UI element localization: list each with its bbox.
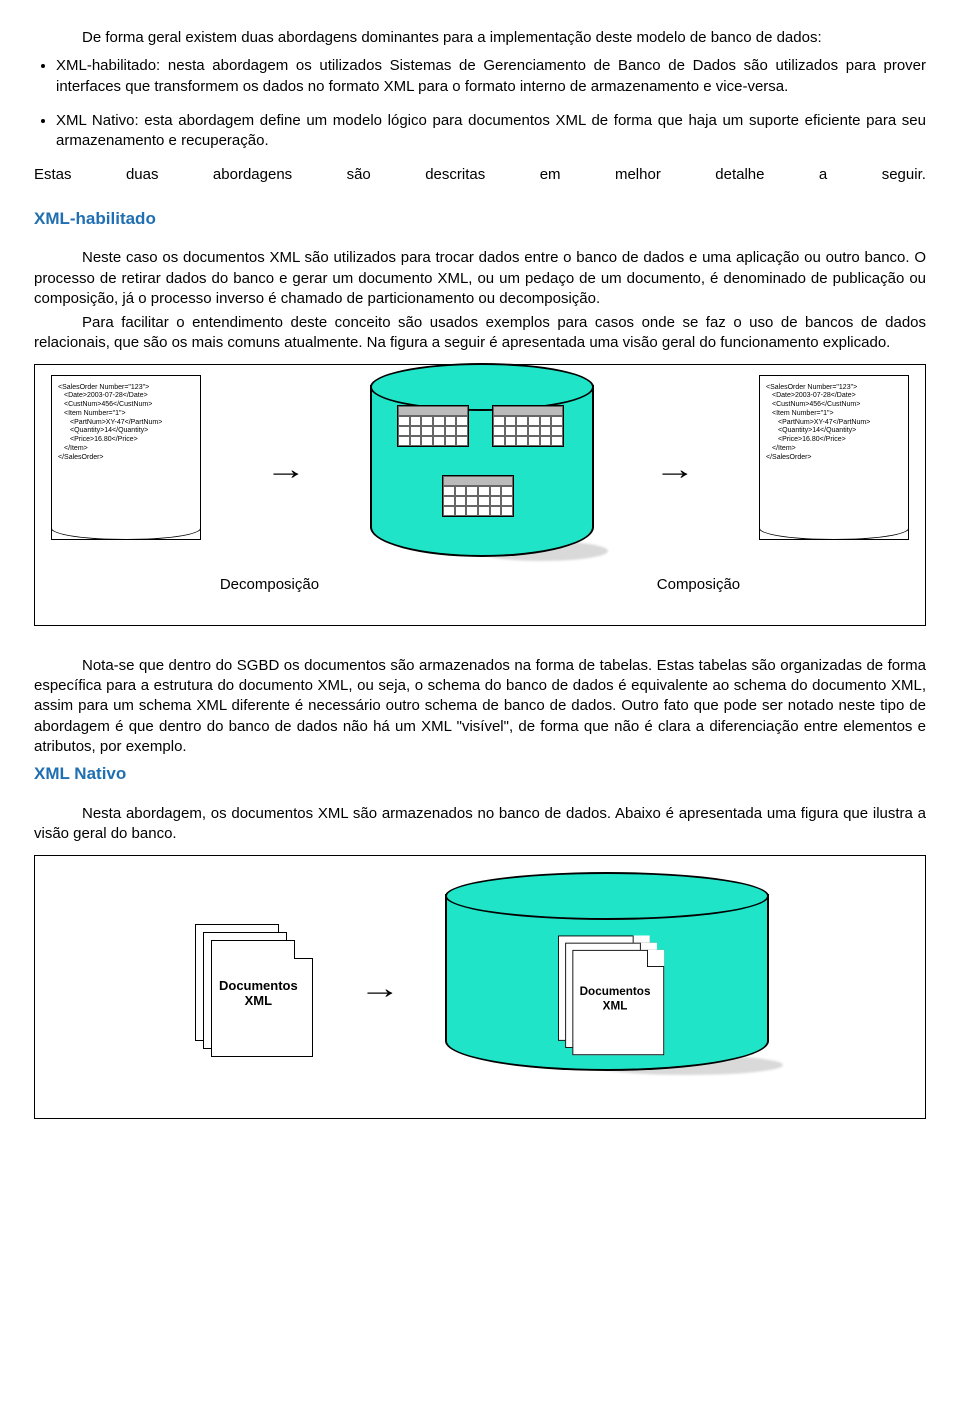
figure-decomp-comp: <SalesOrder Number="123"><Date>2003-07-2…	[34, 364, 926, 626]
xml-doc-right: <SalesOrder Number="123"><Date>2003-07-2…	[759, 375, 909, 540]
label-decomposicao: Decomposição	[220, 575, 319, 595]
xml-doc-left: <SalesOrder Number="123"><Date>2003-07-2…	[51, 375, 201, 540]
paragraph: Nota-se que dentro do SGBD os documentos…	[34, 656, 926, 757]
db-cylinder-large: Documentos XML	[445, 894, 765, 1084]
arrow-right-icon: →	[265, 455, 307, 485]
paragraph: Neste caso os documentos XML são utiliza…	[34, 248, 926, 309]
bullet-list: XML-habilitado: nesta abordagem os utili…	[34, 56, 926, 151]
paragraph: Nesta abordagem, os documentos XML são a…	[34, 804, 926, 845]
heading-xml-habilitado: XML-habilitado	[34, 208, 926, 231]
doc-stack-inside: Documentos XML	[558, 935, 666, 1052]
intro-paragraph: De forma geral existem duas abordagens d…	[34, 28, 926, 48]
mini-table-icon	[492, 405, 564, 447]
bullet-item: XML-habilitado: nesta abordagem os utili…	[56, 56, 926, 97]
spread-line: Estas duas abordagens são descritas em m…	[34, 165, 926, 185]
mini-table-icon	[442, 475, 514, 517]
arrow-right-icon: →	[654, 455, 696, 485]
label-composicao: Composição	[657, 575, 740, 595]
mini-table-icon	[397, 405, 469, 447]
figure-xml-nativo: Documentos XML → Documentos XML	[34, 855, 926, 1119]
paragraph: Para facilitar o entendimento deste conc…	[34, 313, 926, 354]
db-cylinder	[370, 385, 590, 565]
bullet-item: XML Nativo: esta abordagem define um mod…	[56, 111, 926, 152]
arrow-right-icon: →	[359, 974, 401, 1004]
doc-stack-left: Documentos XML	[195, 924, 315, 1054]
heading-xml-nativo: XML Nativo	[34, 763, 926, 786]
